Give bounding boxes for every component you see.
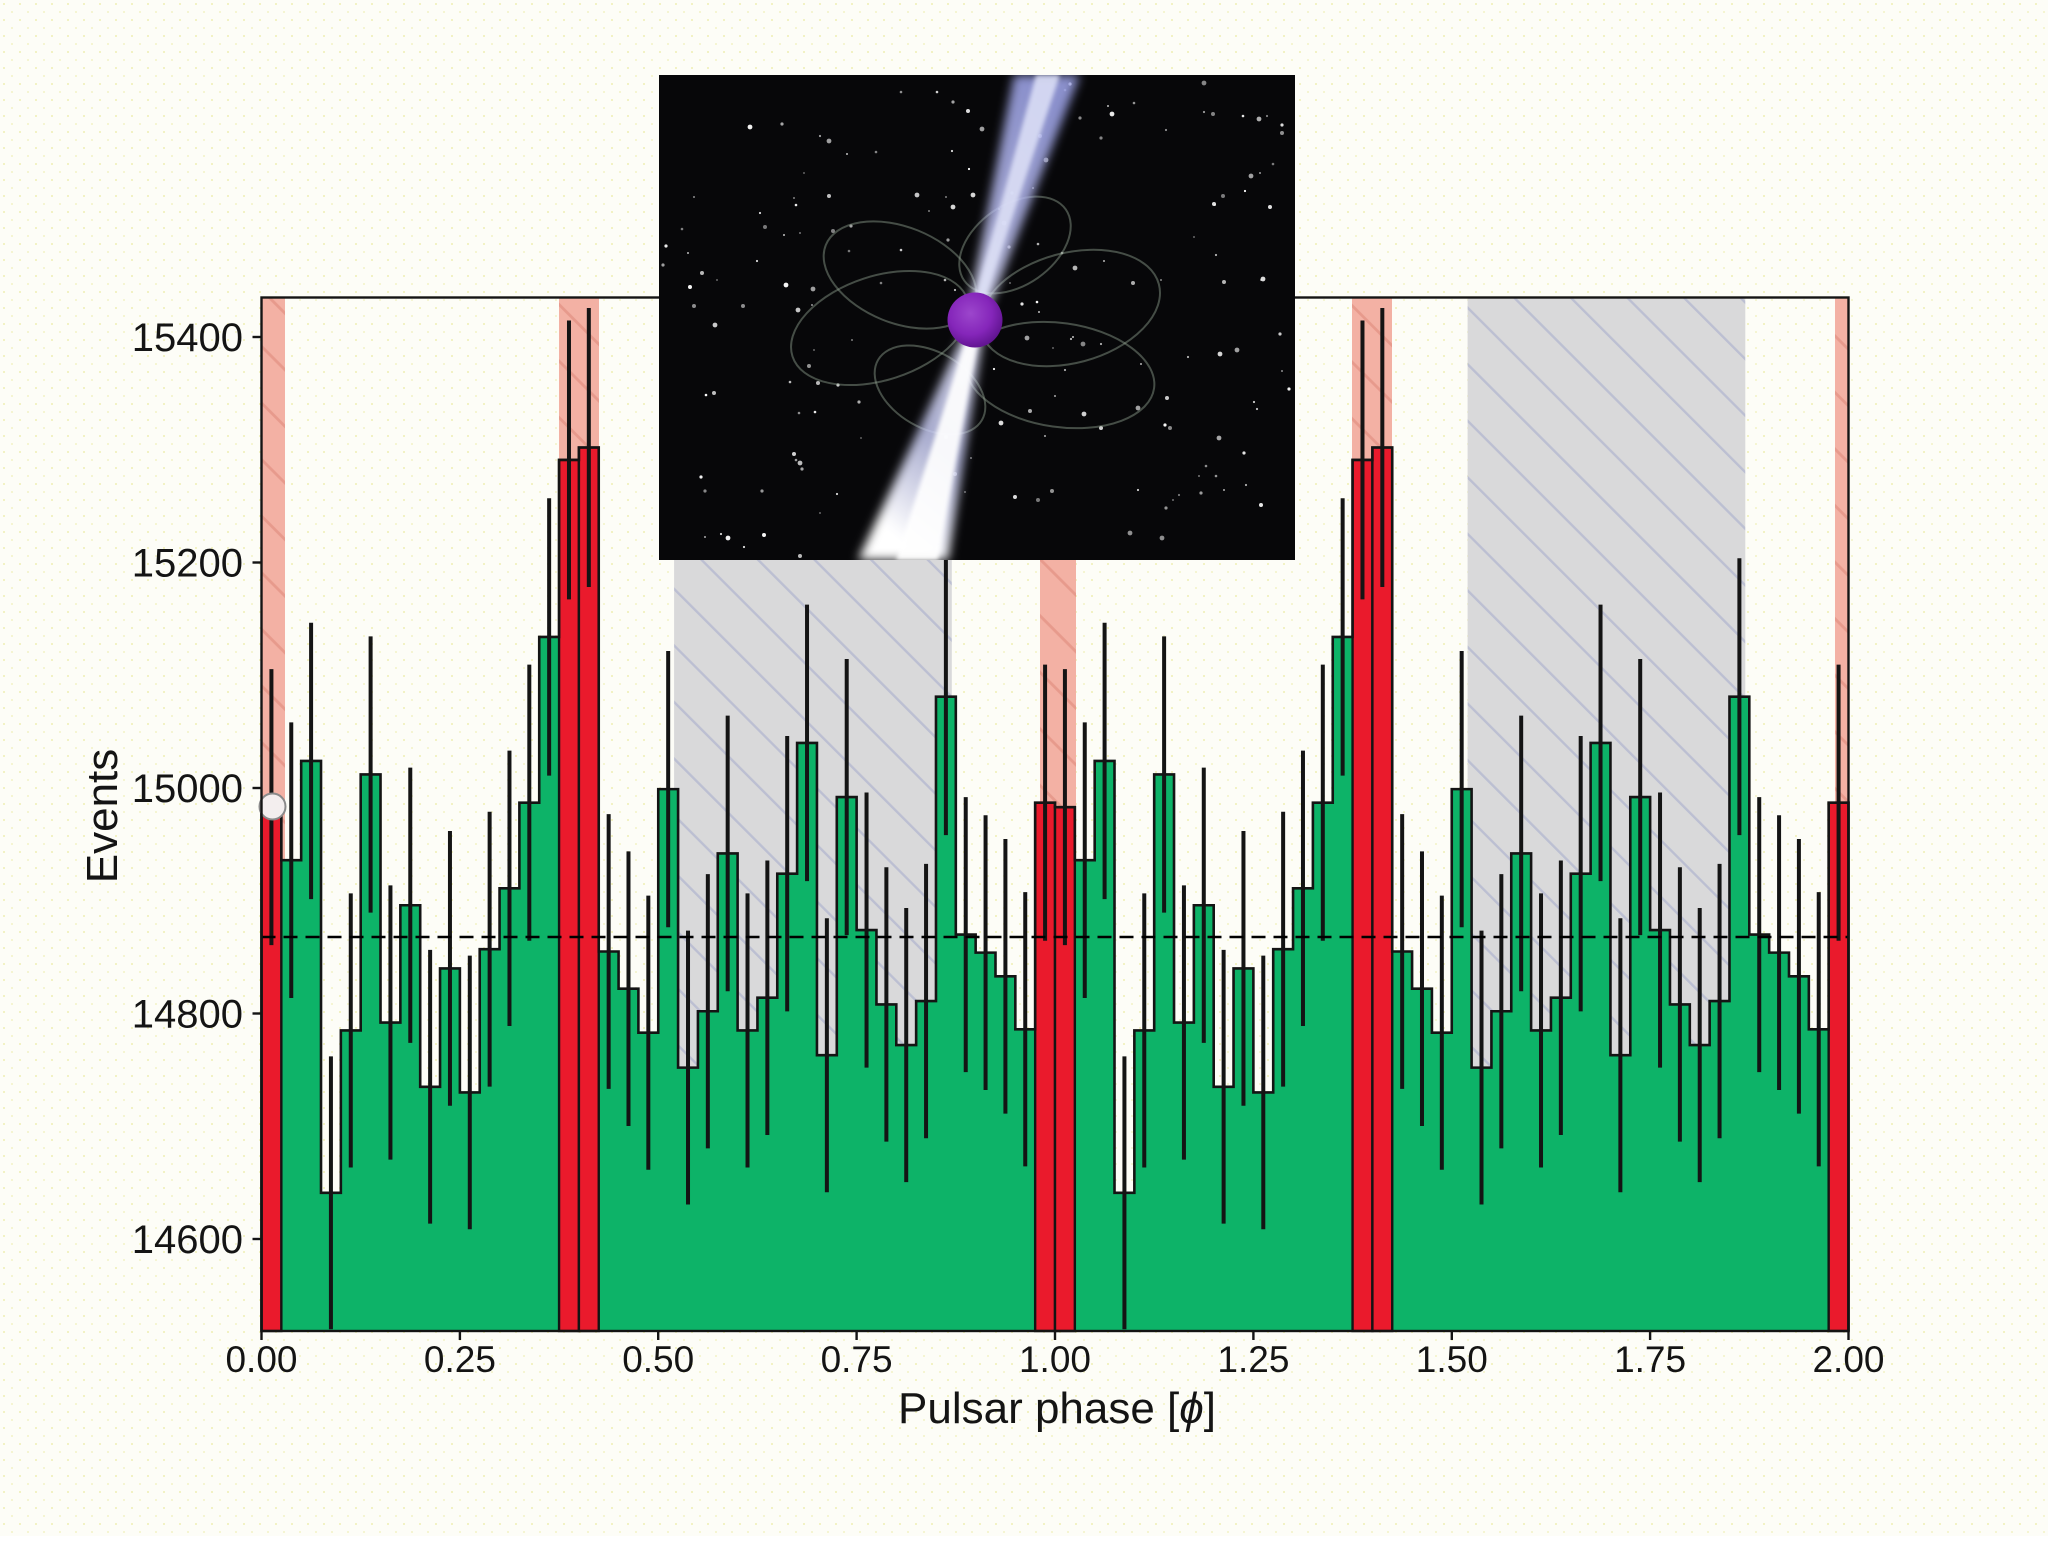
svg-text:0.25: 0.25 <box>424 1339 496 1380</box>
svg-text:0.50: 0.50 <box>622 1339 694 1380</box>
svg-text:Pulsar phase [ϕ]: Pulsar phase [ϕ] <box>898 1384 1216 1433</box>
svg-text:0.00: 0.00 <box>225 1339 297 1380</box>
svg-text:1.00: 1.00 <box>1019 1339 1091 1380</box>
svg-text:Events: Events <box>78 749 127 884</box>
svg-text:15400: 15400 <box>132 316 243 360</box>
svg-text:1.50: 1.50 <box>1416 1339 1488 1380</box>
svg-text:0.75: 0.75 <box>821 1339 893 1380</box>
svg-text:14800: 14800 <box>132 993 243 1037</box>
svg-text:1.25: 1.25 <box>1217 1339 1289 1380</box>
svg-text:14600: 14600 <box>132 1218 243 1262</box>
svg-text:2.00: 2.00 <box>1812 1339 1884 1380</box>
svg-text:15200: 15200 <box>132 542 243 586</box>
svg-text:15000: 15000 <box>132 767 243 811</box>
svg-text:1.75: 1.75 <box>1614 1339 1686 1380</box>
